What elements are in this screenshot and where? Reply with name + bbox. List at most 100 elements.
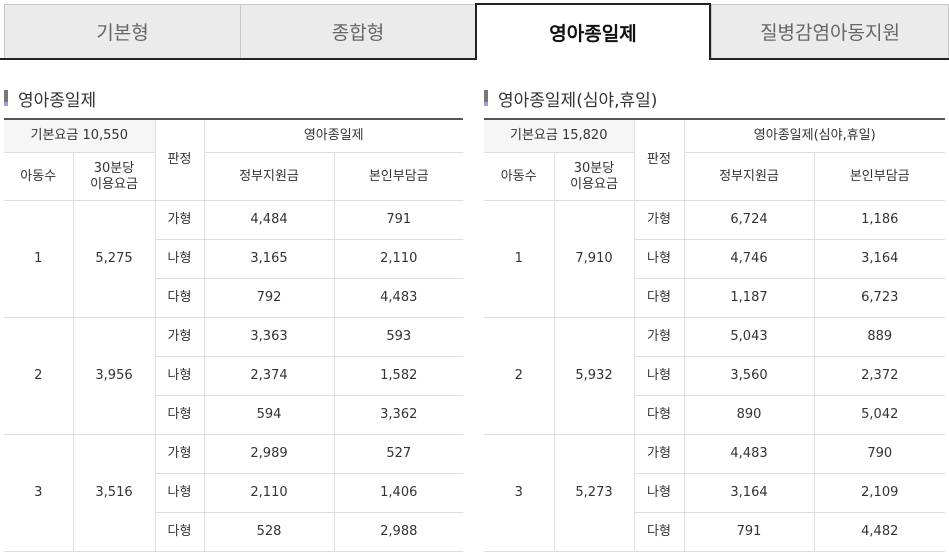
judgment: 다형	[155, 395, 205, 435]
gov-support: 3,560	[683, 356, 815, 396]
data-row: 다형 528 2,988	[4, 512, 463, 552]
self-pay: 2,372	[813, 356, 946, 396]
fee-table: 기본요금 15,820 판정 영아종일제(심야,휴일) 아동수 30분당 이용요금 정부지…	[484, 118, 946, 552]
col-header: 30분당 이용요금	[553, 152, 635, 201]
rate: 5,932	[553, 317, 635, 435]
child-count: 3	[484, 434, 555, 552]
base-fee: 기본요금 15,820	[484, 118, 635, 153]
header-row: 기본요금 10,550 판정 영아종일제	[4, 118, 463, 201]
self-pay: 2,988	[333, 512, 463, 552]
self-pay: 2,110	[333, 239, 463, 279]
section-title: 영아종일제(심야,휴일)	[484, 84, 945, 112]
gov-support: 792	[203, 278, 335, 318]
tab-active[interactable]: 영아종일제	[475, 3, 711, 60]
col-header: 정부지원금	[203, 152, 335, 201]
gov-support: 3,363	[203, 317, 335, 357]
data-row: 나형 2,110 1,406	[4, 473, 463, 513]
gov-support: 3,165	[203, 239, 335, 279]
data-row: 다형 792 4,483	[4, 278, 463, 318]
judgment: 나형	[634, 473, 685, 513]
base-fee: 기본요금 10,550	[4, 118, 156, 153]
rate: 3,516	[72, 434, 156, 552]
tab[interactable]: 기본형	[4, 4, 240, 58]
gov-support: 2,110	[203, 473, 335, 513]
group-header: 영아종일제(심야,휴일)	[683, 118, 946, 153]
child-count: 2	[484, 317, 555, 435]
self-pay: 1,582	[333, 356, 463, 396]
judgment: 가형	[154, 434, 205, 474]
fee-section: 영아종일제(심야,휴일) 기본요금 15,820 판정 영아종일제(심야,휴일) 아동수…	[484, 84, 946, 552]
gov-support: 528	[203, 512, 335, 552]
col-header: 본인부담금	[813, 152, 946, 201]
gov-support: 2,374	[203, 356, 335, 396]
self-pay: 1,406	[333, 473, 463, 513]
self-pay: 3,164	[813, 239, 946, 279]
col-header: 정부지원금	[683, 152, 815, 201]
data-row: 다형 890 5,042	[484, 395, 946, 435]
data-row: 3 3,516 가형 2,989 527	[4, 434, 463, 552]
data-row: 나형 3,165 2,110	[4, 239, 463, 279]
fee-section: 영아종일제 기본요금 10,550 판정 영아종일제 아동수 30분당 이용요금 정부지원금…	[4, 84, 463, 552]
gov-support: 6,724	[683, 200, 815, 240]
tab[interactable]: 질병감염아동지원	[711, 4, 949, 58]
rate: 7,910	[553, 200, 635, 318]
col-header: 30분당 이용요금	[72, 152, 156, 201]
child-count: 1	[484, 200, 555, 318]
tab[interactable]: 종합형	[240, 4, 476, 58]
judgment: 나형	[155, 356, 205, 396]
judgment: 다형	[155, 278, 205, 318]
judgment: 가형	[154, 317, 205, 357]
judgment: 가형	[633, 200, 685, 240]
judgment-header: 판정	[633, 118, 685, 201]
judgment: 다형	[634, 512, 685, 552]
gov-support: 594	[203, 395, 335, 435]
data-row: 2 5,932 가형 5,043 889	[484, 317, 946, 435]
gov-support: 2,989	[203, 434, 335, 474]
data-row: 3 5,273 가형 4,483 790	[484, 434, 946, 552]
header-row: 아동수 30분당 이용요금 정부지원금 본인부담금	[484, 152, 946, 201]
header-row: 아동수 30분당 이용요금 정부지원금 본인부담금	[4, 152, 463, 201]
data-row: 다형 594 3,362	[4, 395, 463, 435]
gov-support: 4,484	[203, 200, 335, 240]
child-count: 2	[4, 317, 74, 435]
self-pay: 889	[813, 317, 946, 357]
self-pay: 791	[333, 200, 463, 240]
judgment: 다형	[155, 512, 205, 552]
data-row: 2 3,956 가형 3,363 593	[4, 317, 463, 435]
col-header: 본인부담금	[333, 152, 463, 201]
data-row: 1 7,910 가형 6,724 1,186	[484, 200, 946, 318]
data-row: 다형 791 4,482	[484, 512, 946, 552]
header-row: 기본요금 15,820 판정 영아종일제(심야,휴일)	[484, 118, 946, 201]
self-pay: 4,483	[333, 278, 463, 318]
judgment: 가형	[633, 317, 685, 357]
self-pay: 593	[333, 317, 463, 357]
judgment: 가형	[154, 200, 205, 240]
self-pay: 5,042	[813, 395, 946, 435]
judgment: 다형	[634, 395, 685, 435]
data-row: 1 5,275 가형 4,484 791	[4, 200, 463, 318]
judgment: 다형	[634, 278, 685, 318]
self-pay: 1,186	[813, 200, 946, 240]
gov-support: 3,164	[683, 473, 815, 513]
data-row: 나형 3,164 2,109	[484, 473, 946, 513]
judgment-header: 판정	[154, 118, 205, 201]
judgment: 나형	[634, 356, 685, 396]
gov-support: 1,187	[683, 278, 815, 318]
self-pay: 6,723	[813, 278, 946, 318]
rate: 5,273	[553, 434, 635, 552]
self-pay: 3,362	[333, 395, 463, 435]
self-pay: 4,482	[813, 512, 946, 552]
gov-support: 5,043	[683, 317, 815, 357]
judgment: 나형	[155, 239, 205, 279]
col-header: 아동수	[484, 152, 555, 201]
self-pay: 527	[333, 434, 463, 474]
child-count: 1	[4, 200, 74, 318]
gov-support: 4,746	[683, 239, 815, 279]
data-row: 나형 3,560 2,372	[484, 356, 946, 396]
rate: 3,956	[72, 317, 156, 435]
group-header: 영아종일제	[203, 118, 463, 153]
gov-support: 791	[683, 512, 815, 552]
judgment: 나형	[155, 473, 205, 513]
